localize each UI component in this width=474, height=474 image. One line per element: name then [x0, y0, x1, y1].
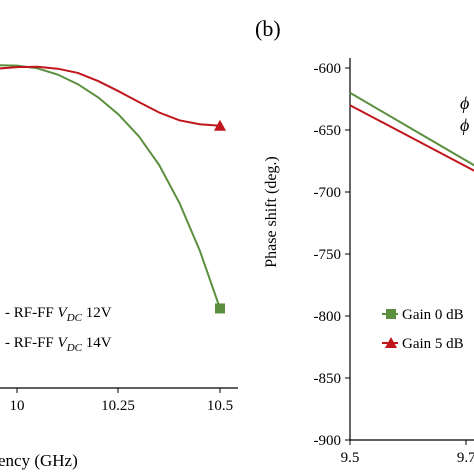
legend-14v-value: 14V	[82, 335, 112, 351]
panel-left: 10 10.25 10.5 ency (GHz) - RF-FF VDC 12V…	[0, 64, 238, 470]
left-tick-label: 10.5	[207, 398, 233, 414]
right-y-tick-label: -750	[314, 247, 342, 263]
legend-gain-0: Gain 0 dB	[382, 307, 464, 323]
right-y-tick-label: -900	[314, 433, 342, 449]
right-y-tick-label: -650	[314, 123, 342, 139]
left-series-green-line	[0, 64, 221, 309]
left-green-square-marker	[215, 303, 225, 314]
legend-gain-5: Gain 5 dB	[382, 336, 464, 352]
legend-14v-v: V	[58, 335, 69, 351]
legend-gain-0-square-marker	[386, 309, 396, 319]
legend-gain-0-label: Gain 0 dB	[402, 307, 464, 323]
legend-12v-value: 12V	[82, 305, 112, 321]
legend-14v-dc: DC	[66, 342, 83, 354]
legend-12v-dc: DC	[66, 312, 83, 324]
left-tick-label: 10.25	[101, 398, 135, 414]
left-tick-label: 10	[10, 398, 25, 414]
legend-gain-5-label: Gain 5 dB	[402, 336, 464, 352]
right-y-tick-label: -800	[314, 309, 342, 325]
right-x-tick-label: 9.75	[457, 450, 474, 466]
right-y-axis-label: Phase shift (deg.)	[263, 156, 280, 268]
right-y-tick-label: -600	[314, 61, 342, 77]
legend-14v-prefix: - RF-FF	[5, 335, 58, 351]
legend-entry-12v: - RF-FF VDC 12V	[5, 305, 112, 324]
right-y-tick-label: -700	[314, 185, 342, 201]
right-y-tick-label: -850	[314, 371, 342, 387]
legend-gain-5-triangle-marker	[385, 337, 397, 348]
annotation-phi-2: ϕ	[460, 115, 469, 135]
right-series-green-line	[349, 91, 474, 167]
right-series-red-line	[349, 104, 474, 172]
legend-12v-prefix: - RF-FF	[5, 305, 58, 321]
left-series-red-line	[0, 65, 221, 127]
annotation-phi-1: ϕ	[460, 93, 469, 113]
panel-label-b: (b)	[255, 16, 281, 41]
right-x-tick-label: 9.5	[341, 450, 360, 466]
right-y-ticks: -900 -850 -800 -750 -700 -650 -600	[314, 61, 350, 449]
left-red-triangle-marker	[214, 119, 226, 131]
legend-entry-14v: - RF-FF VDC 14V	[5, 335, 112, 354]
left-x-axis-label: ency (GHz)	[0, 451, 78, 470]
panel-right: (b) Phase shift (deg.) -900-850-800-750-…	[255, 16, 474, 466]
legend-12v-v: V	[58, 305, 69, 321]
